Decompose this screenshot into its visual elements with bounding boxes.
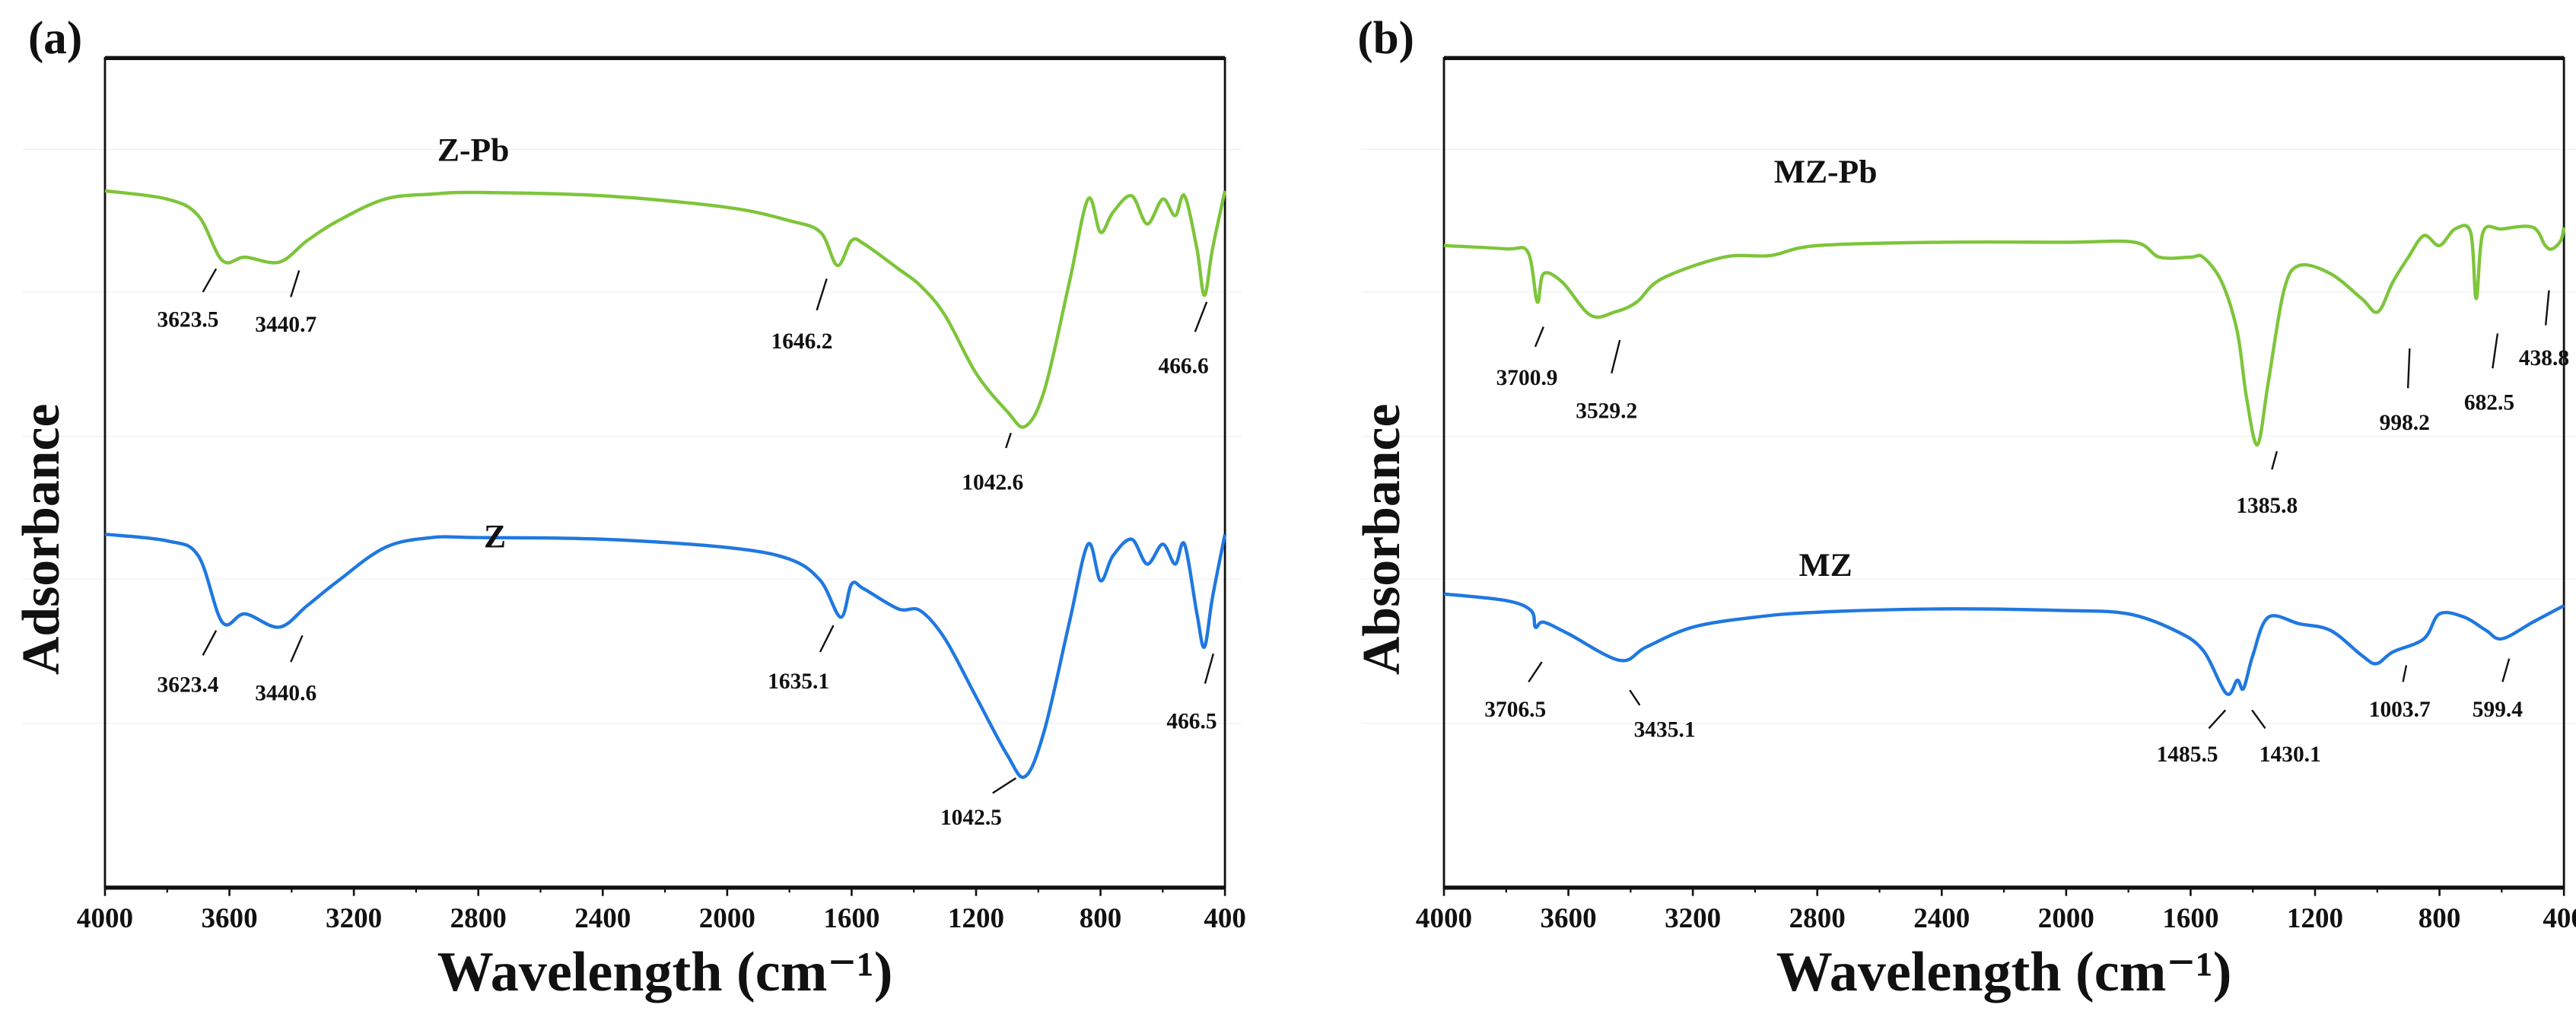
peak-leader-line xyxy=(1005,432,1012,449)
x-tick-label: 3600 xyxy=(201,903,257,934)
x-tick-label: 2000 xyxy=(699,903,755,934)
peak-label: 438.8 xyxy=(2519,346,2569,370)
peak-label: 3700.9 xyxy=(1496,366,1558,390)
series-label: MZ xyxy=(1798,547,1852,583)
y-axis-label: Absorbance xyxy=(1353,403,1411,675)
series-label: MZ-Pb xyxy=(1774,154,1878,190)
peak-leader-line xyxy=(2544,290,2550,326)
peak-leader-line xyxy=(202,630,218,657)
peak-label: 1003.7 xyxy=(2369,698,2431,722)
series-line-z-pb xyxy=(104,189,1227,429)
peak-leader-line xyxy=(1528,661,1543,683)
x-tick-label: 400 xyxy=(1204,903,1246,934)
x-tick-label: 1200 xyxy=(2287,903,2343,934)
peak-label: 1646.2 xyxy=(771,329,833,354)
series-label: Z-Pb xyxy=(437,132,510,169)
x-tick-label: 2400 xyxy=(574,903,631,934)
peak-leader-line xyxy=(2501,658,2511,682)
peak-label: 3623.5 xyxy=(157,308,219,332)
x-tick-label: 2000 xyxy=(2038,903,2094,934)
peak-leader-line xyxy=(2271,450,2278,470)
peak-label: 1430.1 xyxy=(2260,742,2321,767)
peak-leader-line xyxy=(1194,301,1208,332)
peak-leader-line xyxy=(2406,348,2411,389)
x-tick-label: 1200 xyxy=(948,903,1004,934)
peak-label: 3706.5 xyxy=(1484,698,1546,722)
peak-leader-line xyxy=(1611,339,1621,374)
x-tick-label: 2400 xyxy=(1913,903,1970,934)
series-line-z xyxy=(104,533,1227,779)
peak-label: 3440.6 xyxy=(255,681,316,705)
series-line-mz-pb xyxy=(1443,224,2566,447)
x-tick-label: 2800 xyxy=(450,903,507,934)
plot-frame xyxy=(103,56,1226,889)
peak-label: 1042.5 xyxy=(940,806,1002,830)
x-axis-label: Wavelength (cm⁻¹) xyxy=(1776,941,2232,1003)
x-tick-label: 2800 xyxy=(1789,903,1846,934)
peak-leader-line xyxy=(2251,709,2266,730)
peak-label: 3435.1 xyxy=(1634,717,1696,742)
peak-leader-line xyxy=(992,777,1016,794)
x-tick-label: 400 xyxy=(2543,903,2576,934)
peak-leader-line xyxy=(816,278,828,311)
peak-label: 3529.2 xyxy=(1576,399,1637,424)
peak-leader-line xyxy=(202,268,218,293)
peak-label: 3440.7 xyxy=(255,313,316,337)
series-line-mz xyxy=(1443,592,2565,696)
peak-leader-line xyxy=(819,625,835,653)
peak-label: 1635.1 xyxy=(768,669,829,694)
peak-leader-line xyxy=(1204,653,1215,684)
peak-label: 599.4 xyxy=(2473,698,2524,722)
peak-label: 466.6 xyxy=(1158,355,1208,379)
series-label: Z xyxy=(484,519,506,555)
panel-label: (a) xyxy=(28,13,82,64)
peak-label: 1385.8 xyxy=(2236,494,2298,518)
peak-leader-line xyxy=(1629,689,1641,706)
peak-leader-line xyxy=(2492,333,2499,369)
x-axis-label: Wavelength (cm⁻¹) xyxy=(437,941,893,1003)
x-tick-label: 800 xyxy=(1080,903,1122,934)
peak-leader-line xyxy=(1534,326,1544,348)
x-tick-label: 3200 xyxy=(1665,903,1721,934)
x-tick-label: 800 xyxy=(2419,903,2461,934)
peak-label: 682.5 xyxy=(2464,391,2514,415)
peak-label: 3623.4 xyxy=(157,672,219,697)
peak-leader-line xyxy=(2208,709,2227,730)
plot-frame xyxy=(1442,56,2565,889)
chart-panel-b: 4000 3600 3200 2800 2400 2000 1600 1200 800 400 Wa… xyxy=(1353,13,2576,1003)
peak-label: 1042.6 xyxy=(962,470,1023,494)
peak-label: 998.2 xyxy=(2380,411,2430,435)
x-tick-label: 3600 xyxy=(1541,903,1597,934)
chart-panel-a: 4000 3600 3200 2800 2400 2000 1600 1200 800 400 Wa… xyxy=(12,13,1246,1003)
peak-leader-line xyxy=(290,270,301,297)
x-tick-label: 3200 xyxy=(326,903,382,934)
x-tick-label: 1600 xyxy=(2162,903,2218,934)
peak-leader-line xyxy=(2402,665,2408,682)
peak-leader-line xyxy=(290,634,304,663)
peak-label: 1485.5 xyxy=(2157,742,2218,767)
x-tick-label: 4000 xyxy=(1416,903,1472,934)
x-tick-label: 1600 xyxy=(823,903,879,934)
y-axis-label: Adsorbance xyxy=(12,403,71,675)
peak-label: 466.5 xyxy=(1166,709,1216,733)
panel-label: (b) xyxy=(1357,13,1414,64)
x-tick-label: 4000 xyxy=(77,903,133,934)
